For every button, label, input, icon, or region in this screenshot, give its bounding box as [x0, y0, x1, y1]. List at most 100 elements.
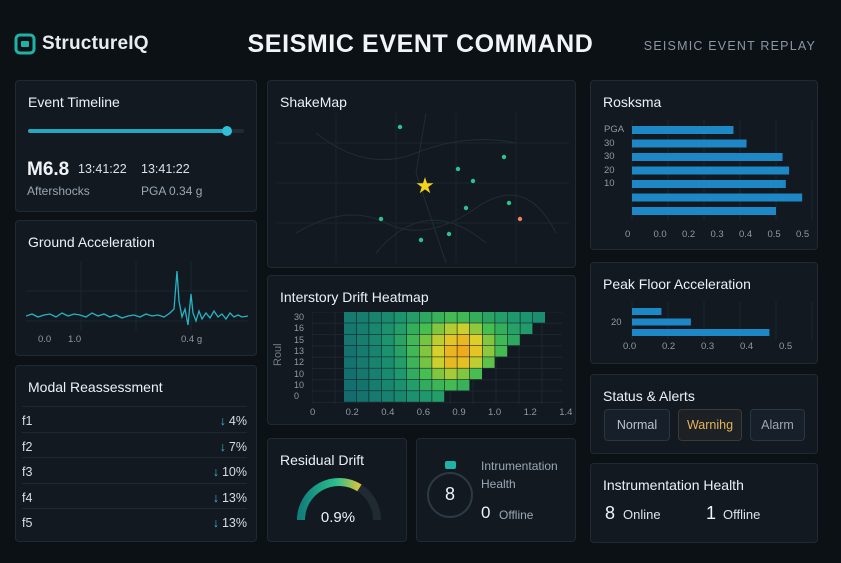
risk-chart-panel: Rosksma PGA 30 30 20 10 0 0.0 0.2 0.3 0.4 0.5 0.5 — [590, 80, 818, 250]
bar-x-tick: 0.4 — [739, 229, 753, 240]
heatmap-cell — [507, 312, 520, 323]
heatmap-cell — [482, 323, 495, 334]
heatmap-cell — [407, 368, 419, 380]
heatmap-cell — [470, 368, 482, 380]
current-time: 13:41:22 — [141, 162, 190, 176]
bar-x-tick: 0.3 — [710, 229, 724, 240]
offline-count: 1 — [706, 503, 717, 523]
heatmap-cell — [432, 368, 445, 380]
mode-change-value: 13% — [221, 516, 247, 530]
heatmap-cell — [432, 391, 445, 402]
instrument-dial-icon — [427, 461, 473, 518]
heatmap-cell — [533, 312, 545, 323]
heatmap-cell — [369, 323, 382, 334]
status-warning-button[interactable]: Warnihg — [678, 409, 742, 441]
mode-change-value: 10% — [221, 465, 247, 479]
heatmap-cell — [394, 334, 407, 346]
modal-reassessment-panel: Modal Reassessment f1 ↓ 4% f2 ↓ 7% f3 ↓ 10% f4 ↓ 13… — [15, 365, 257, 542]
heatmap-cell — [432, 357, 445, 368]
bar-x-tick: 0.0 — [653, 229, 667, 240]
heatmap-cell — [369, 345, 382, 357]
aftershocks-label: Aftershocks — [27, 184, 90, 198]
shakemap-title: ShakeMap — [280, 94, 347, 110]
brand-logo[interactable]: StructureIQ — [14, 33, 149, 55]
heatmap-cell — [444, 323, 457, 334]
status-alarm-button[interactable]: Alarm — [750, 409, 805, 441]
instrumentation-panel: 8 Intrumentation Health 0 Offline — [416, 438, 576, 542]
heatmap-cell — [444, 312, 457, 323]
heatmap-y-tick: 12 — [294, 357, 305, 368]
heatmap-cell — [507, 323, 520, 334]
heatmap-cell — [381, 379, 394, 391]
mode-change-value: 4% — [228, 414, 247, 428]
heatmap-cell — [432, 312, 445, 323]
heatmap-cell — [344, 323, 356, 334]
ga-tick: 0.0 — [38, 334, 52, 345]
mode-name: f2 — [22, 439, 33, 454]
heatmap-cell — [381, 357, 394, 368]
heatmap-y-tick: 10 — [294, 368, 305, 379]
residual-drift-title: Residual Drift — [280, 452, 365, 468]
instrumentation-health-panel: Instrumentation Health 8 Online 1 Offlin… — [590, 463, 818, 543]
heatmap-x-tick: 0.9 — [452, 407, 466, 418]
bar-x-tick: 0.5 — [796, 229, 810, 240]
heatmap-cell — [394, 368, 407, 380]
heatmap-cell — [381, 334, 394, 346]
heatmap-cell — [470, 334, 482, 346]
structureiq-logo-icon — [14, 33, 36, 55]
heatmap-cell — [356, 334, 369, 346]
heatmap-y-tick: 0 — [294, 391, 300, 402]
residual-drift-gauge — [297, 477, 381, 521]
brand-name: StructureIQ — [42, 33, 149, 54]
modal-row: f3 ↓ 10% — [22, 457, 247, 482]
bar-chart — [631, 302, 813, 340]
modal-row: f4 ↓ 13% — [22, 482, 247, 508]
bar — [632, 153, 783, 161]
bar-x-tick: 0.4 — [740, 341, 754, 352]
heatmap-cell — [470, 357, 482, 368]
heatmap-cell — [419, 312, 432, 323]
heatmap-y-tick: 15 — [294, 334, 305, 345]
seismic-replay-link[interactable]: SEISMIC EVENT REPLAY — [643, 39, 816, 53]
modal-row: f1 ↓ 4% — [22, 406, 247, 431]
ground-acceleration-panel: Ground Acceleration 0.0 1.0 0.4 g — [15, 220, 257, 356]
drift-heatmap — [312, 312, 562, 404]
event-timeline-title: Event Timeline — [28, 94, 120, 110]
heatmap-cell — [407, 312, 419, 323]
heatmap-cell — [419, 345, 432, 357]
heatmap-cell — [394, 391, 407, 402]
status-normal-button[interactable]: Normal — [604, 409, 670, 441]
timeline-handle[interactable] — [221, 126, 232, 136]
bar-category-label: 30 — [604, 151, 615, 162]
mode-change: ↓ 13% — [213, 491, 247, 505]
bar-x-tick: 0 — [625, 229, 631, 240]
heatmap-cell — [444, 334, 457, 346]
heatmap-cell — [344, 368, 356, 380]
heatmap-x-tick: 1.4 — [559, 407, 573, 418]
timeline-slider[interactable] — [28, 126, 244, 136]
shakemap-map[interactable]: ★ — [276, 113, 569, 263]
risk-chart-title: Rosksma — [603, 94, 662, 110]
bar-category-label: 20 — [604, 164, 615, 176]
bar — [632, 139, 747, 148]
bar-x-tick: 0.5 — [779, 341, 793, 352]
heatmap-cell — [356, 312, 369, 323]
heatmap-cell — [470, 323, 482, 334]
mode-change: ↓ 10% — [213, 465, 247, 479]
bar — [632, 207, 776, 215]
heatmap-y-tick: 30 — [294, 312, 305, 322]
heatmap-y-tick: 10 — [294, 379, 305, 390]
ground-acceleration-waveform — [26, 261, 248, 331]
heatmap-cell — [444, 379, 457, 391]
heatmap-cell — [419, 391, 432, 402]
heatmap-cell — [457, 312, 470, 323]
heatmap-cell — [381, 391, 394, 402]
heatmap-cell — [407, 379, 419, 391]
heatmap-cell — [344, 345, 356, 357]
heatmap-x-tick: 0.6 — [416, 407, 431, 418]
mode-name: f1 — [22, 414, 33, 428]
bar — [632, 329, 770, 336]
mode-name: f4 — [22, 490, 33, 505]
down-arrow-icon: ↓ — [219, 439, 226, 454]
heatmap-cell — [356, 368, 369, 380]
